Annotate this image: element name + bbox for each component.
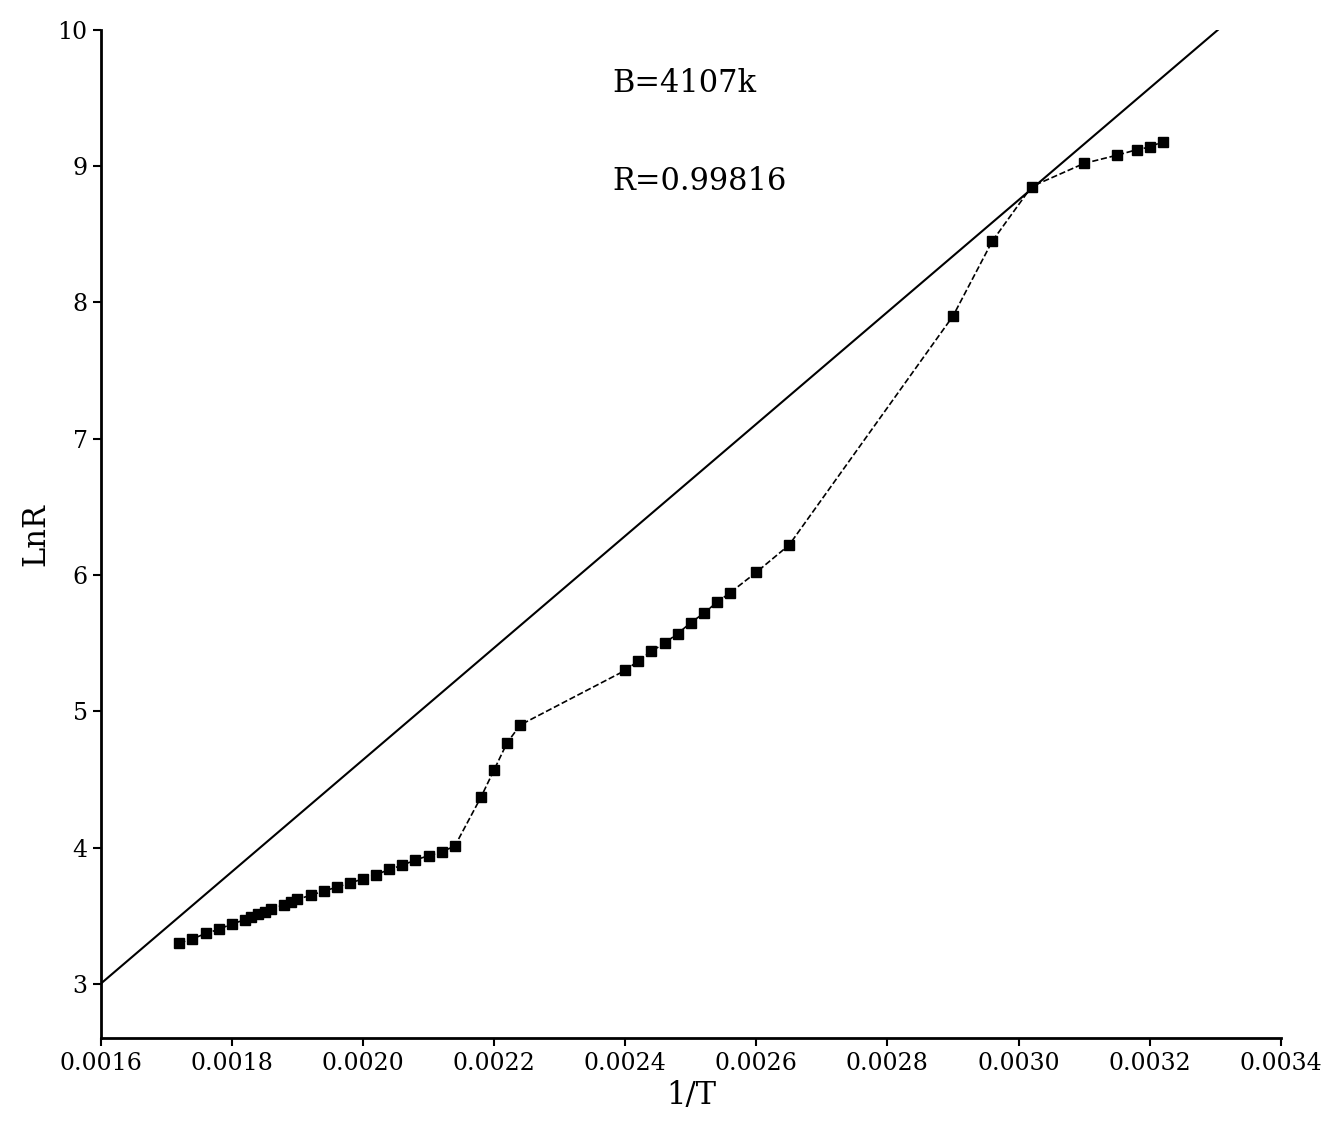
X-axis label: 1/T: 1/T <box>666 1080 716 1112</box>
Text: R=0.99816: R=0.99816 <box>612 166 787 197</box>
Y-axis label: LnR: LnR <box>21 503 52 566</box>
Text: B=4107k: B=4107k <box>612 68 756 98</box>
